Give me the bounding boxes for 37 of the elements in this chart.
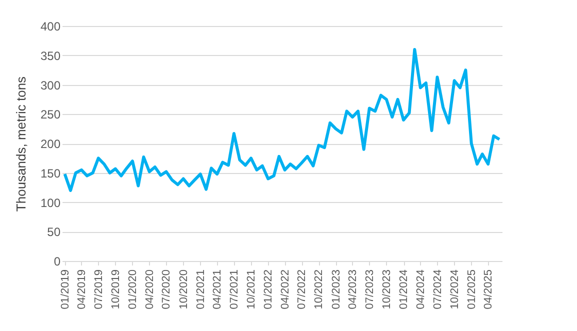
y-tick-label: 100 [40, 196, 61, 210]
y-tick-label: 200 [40, 137, 61, 151]
x-tick-label: 07/2020 [160, 270, 173, 310]
y-tick-label: 0 [54, 254, 61, 268]
x-tick-label: 04/2020 [144, 270, 156, 310]
x-tick-label: 01/2020 [126, 270, 139, 310]
x-tick-label: 01/2023 [330, 270, 342, 310]
x-tick-label: 04/2024 [414, 270, 427, 310]
y-tick-label: 250 [40, 108, 61, 122]
x-tick-label: 07/2024 [432, 270, 444, 310]
x-tick-label: 10/2024 [448, 270, 461, 310]
x-tick-label: 10/2023 [380, 270, 393, 310]
x-tick-label: 07/2023 [364, 270, 376, 310]
line-series [63, 48, 501, 192]
x-tick-label: 01/2022 [262, 270, 275, 310]
x-tick-label: 04/2022 [279, 270, 292, 310]
x-tick-label: 10/2021 [246, 270, 258, 310]
x-tick-label: 01/2019 [59, 270, 72, 310]
x-tick-label: 10/2019 [110, 270, 122, 310]
x-tick-label: 07/2021 [228, 270, 240, 310]
x-tick-label: 01/2021 [194, 270, 207, 310]
x-tick-label: 07/2019 [92, 270, 105, 310]
x-tick-label: 04/2023 [346, 270, 359, 310]
x-tick-label: 10/2020 [178, 270, 190, 310]
x-tick-label: 04/2019 [76, 270, 88, 310]
y-tick-label: 300 [40, 78, 61, 92]
y-tick-label: 400 [40, 20, 61, 34]
x-tick-label: 10/2022 [313, 270, 326, 310]
y-axis-title: Thousands, metric tons [13, 76, 28, 212]
y-tick-label: 150 [40, 166, 61, 180]
x-tick-label: 01/2024 [398, 270, 410, 310]
y-tick-label: 50 [47, 225, 61, 240]
x-tick-label: 01/2025 [466, 270, 478, 310]
x-tick-label: 07/2022 [296, 270, 308, 310]
x-tick-label: 04/2025 [482, 270, 495, 310]
y-tick-label: 350 [40, 48, 61, 63]
x-tick-label: 04/2021 [212, 270, 224, 310]
